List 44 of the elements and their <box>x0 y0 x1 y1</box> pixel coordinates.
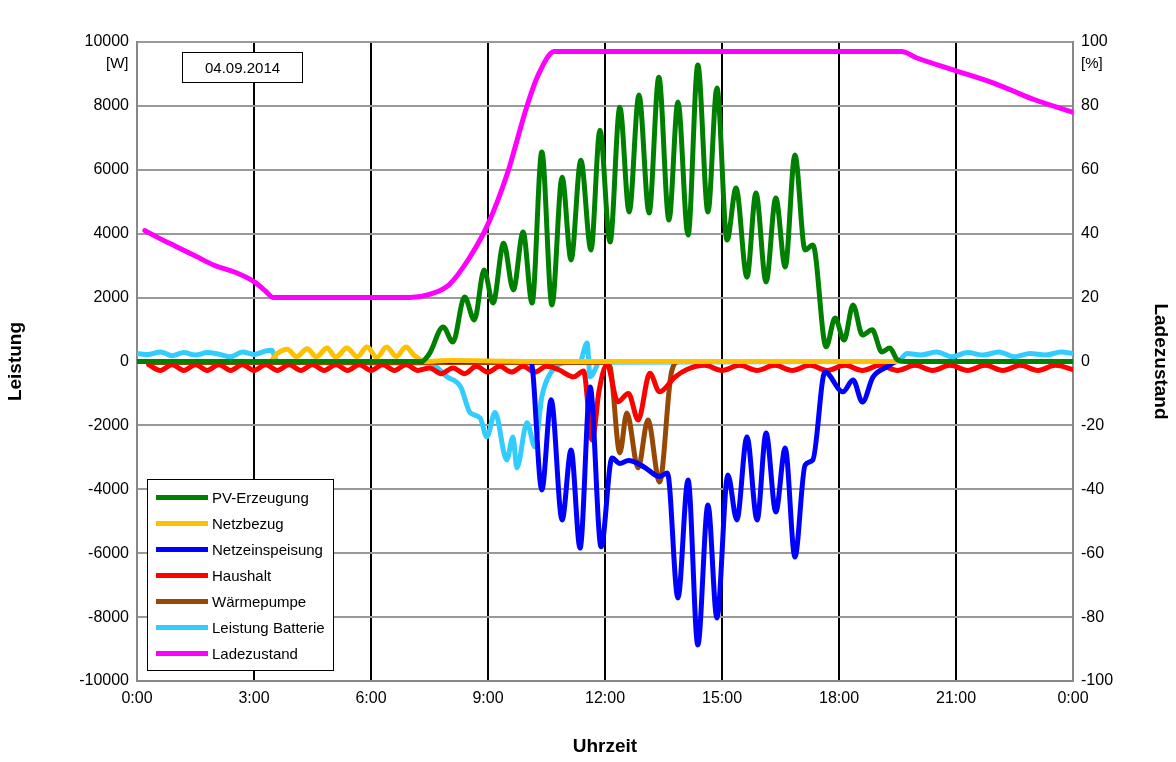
y-tick-label: 4000 <box>93 224 130 242</box>
x-tick-label: 0:00 <box>1057 689 1089 707</box>
y-tick-label: -4000 <box>88 479 130 497</box>
y2-tick-label: 80 <box>1081 96 1099 114</box>
legend-label: Ladezustand <box>212 644 298 662</box>
legend-label: Wärmepumpe <box>212 592 307 610</box>
annotation: 04.09.2014 <box>182 52 304 83</box>
y-tick-label: 8000 <box>93 96 130 114</box>
y2-tick-label: -80 <box>1081 607 1105 625</box>
legend-label: Netzeinspeisung <box>212 540 323 558</box>
x-tick-label: 21:00 <box>935 689 977 707</box>
y2-tick-label: -100 <box>1081 671 1114 689</box>
y-axis-title: Leistung <box>3 321 25 402</box>
x-axis-title: Uhrzeit <box>572 734 638 756</box>
y2-tick-label: -40 <box>1081 479 1105 497</box>
x-tick-label: 3:00 <box>238 689 270 707</box>
y2-tick-label: 100 <box>1081 32 1108 50</box>
y-tick-label: 10000 <box>84 32 130 50</box>
y-tick-label: -8000 <box>88 607 130 625</box>
y-tick-label: 0 <box>120 351 130 369</box>
y2-tick-label: 0 <box>1081 351 1090 369</box>
x-tick-label: 0:00 <box>121 689 153 707</box>
legend-label: PV-Erzeugung <box>212 488 309 506</box>
legend-label: Leistung Batterie <box>212 618 325 636</box>
y2-tick-label: -60 <box>1081 543 1105 561</box>
y-tick-label: -10000 <box>79 671 130 689</box>
y-tick-label: 6000 <box>93 160 130 178</box>
x-tick-label: 9:00 <box>472 689 504 707</box>
y-tick-label: -2000 <box>88 415 130 433</box>
y2-axis-title: Ladezustand <box>1151 303 1173 420</box>
text: [%] <box>1081 54 1103 71</box>
y-tick-label: 2000 <box>93 288 130 306</box>
legend-label: Netzbezug <box>212 514 284 532</box>
y2-tick-label: -20 <box>1081 415 1105 433</box>
legend-label: Haushalt <box>212 566 272 584</box>
x-tick-label: 15:00 <box>701 689 743 707</box>
y2-tick-label: 20 <box>1081 288 1099 306</box>
y2-tick-label: 40 <box>1081 224 1099 242</box>
y2-tick-label: 60 <box>1081 160 1099 178</box>
text: [W] <box>106 54 129 71</box>
x-tick-label: 18:00 <box>818 689 860 707</box>
x-tick-label: 6:00 <box>355 689 387 707</box>
x-tick-label: 12:00 <box>584 689 626 707</box>
y-tick-label: -6000 <box>88 543 130 561</box>
